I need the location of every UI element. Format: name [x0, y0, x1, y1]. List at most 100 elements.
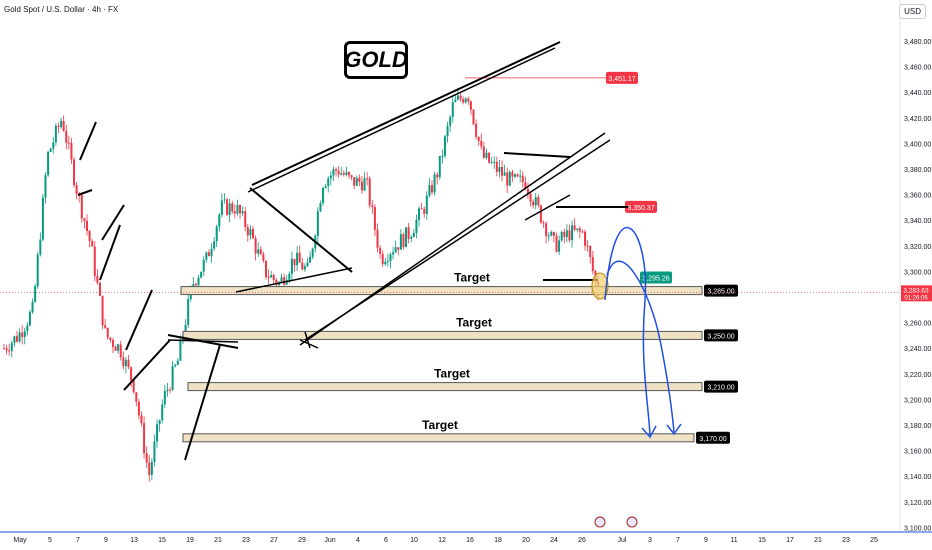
candle-body: [355, 177, 358, 186]
trendline[interactable]: [251, 41, 561, 186]
target-zone[interactable]: [182, 433, 695, 443]
candle-body: [272, 274, 275, 281]
trendline[interactable]: [99, 224, 121, 281]
candle-body: [75, 185, 78, 195]
y-tick-label: 3,220.00: [904, 372, 931, 379]
target-zone[interactable]: [182, 330, 703, 340]
y-tick-label: 3,140.00: [904, 474, 931, 481]
x-tick-label: 5: [48, 537, 52, 544]
x-tick-label: 27: [270, 537, 278, 544]
trendline[interactable]: [249, 187, 353, 273]
x-tick-label: 6: [384, 537, 388, 544]
candle-body: [124, 359, 127, 367]
y-tick-label: 3,440.00: [904, 90, 931, 97]
y-tick-label: 3,120.00: [904, 500, 931, 507]
projection-arrowhead: [666, 423, 682, 436]
candle-body: [231, 203, 234, 212]
trendline[interactable]: [101, 204, 125, 241]
target-zone[interactable]: [180, 286, 703, 296]
x-tick-label: 21: [814, 537, 822, 544]
trendline[interactable]: [184, 344, 221, 461]
candle-body: [301, 262, 304, 270]
y-tick-label: 3,180.00: [904, 423, 931, 430]
target-label: Target: [454, 271, 490, 285]
trendline[interactable]: [77, 189, 93, 196]
candle-body: [376, 229, 379, 248]
candle-body: [459, 95, 462, 100]
candle-body: [15, 336, 18, 342]
candle-body: [290, 258, 293, 274]
candle-body: [309, 256, 312, 263]
candle-body: [288, 273, 291, 280]
candle-body: [293, 258, 296, 266]
target-zone[interactable]: [187, 382, 703, 392]
candle-body: [342, 173, 345, 175]
candle-body: [392, 252, 395, 255]
trendline[interactable]: [503, 152, 571, 158]
x-tick-label: 12: [438, 537, 446, 544]
candle-body: [156, 424, 159, 442]
trendline[interactable]: [167, 339, 239, 343]
candle-body: [477, 136, 480, 141]
candle-body: [526, 189, 529, 194]
candle-body: [430, 185, 433, 193]
projection-arrowhead: [641, 425, 657, 439]
candle-body: [319, 203, 322, 212]
candle-body: [176, 360, 179, 365]
candle-body: [67, 142, 70, 144]
candle-body: [467, 98, 470, 102]
candle-body: [324, 186, 327, 188]
economic-event-icon[interactable]: [626, 516, 638, 528]
candle-body: [552, 231, 555, 236]
x-tick-label: 3: [648, 537, 652, 544]
candle-body: [60, 121, 63, 128]
candle-body: [584, 231, 587, 246]
trendline[interactable]: [123, 339, 171, 391]
candle-body: [200, 271, 203, 278]
currency-badge[interactable]: USD: [899, 4, 926, 19]
candle-body: [399, 234, 402, 250]
candle-body: [371, 205, 374, 208]
candle-body: [389, 254, 392, 262]
candle-body: [589, 246, 592, 258]
candle-body: [529, 193, 532, 202]
target-price-text: 3,285.00: [707, 289, 734, 296]
x-tick-label: 17: [786, 537, 794, 544]
candle-body: [163, 391, 166, 405]
candle-body: [111, 339, 114, 347]
economic-event-icon[interactable]: [594, 516, 606, 528]
candle-body: [117, 344, 120, 351]
y-tick-label: 3,400.00: [904, 141, 931, 148]
candle-body: [571, 225, 574, 241]
candle-body: [166, 389, 169, 392]
candle-body: [205, 252, 208, 260]
last-price-text: 3,283.63: [903, 287, 929, 294]
projection-arrow-path: [604, 226, 651, 436]
x-tick-label: Jul: [618, 537, 627, 544]
candle-body: [449, 117, 452, 126]
candle-body: [358, 177, 361, 182]
candle-body: [539, 205, 542, 223]
candle-body: [513, 174, 516, 177]
candle-body: [345, 172, 348, 175]
trendline[interactable]: [79, 121, 97, 161]
trendline[interactable]: [125, 289, 153, 351]
target-label: Target: [434, 367, 470, 381]
x-tick-label: 10: [410, 537, 418, 544]
trendline[interactable]: [304, 139, 611, 341]
candle-body: [226, 199, 229, 215]
candle-body: [280, 277, 283, 283]
trendline[interactable]: [235, 267, 353, 293]
target-label: Target: [422, 418, 458, 432]
candle-body: [568, 230, 571, 241]
candle-body: [80, 195, 83, 219]
candle-body: [560, 231, 563, 241]
trendline[interactable]: [304, 331, 311, 349]
trendline[interactable]: [247, 47, 556, 193]
candle-body: [542, 222, 545, 224]
candle-body: [254, 238, 257, 254]
candle-body: [578, 228, 581, 232]
trendline[interactable]: [524, 194, 571, 221]
target-price-tag: [704, 329, 738, 342]
